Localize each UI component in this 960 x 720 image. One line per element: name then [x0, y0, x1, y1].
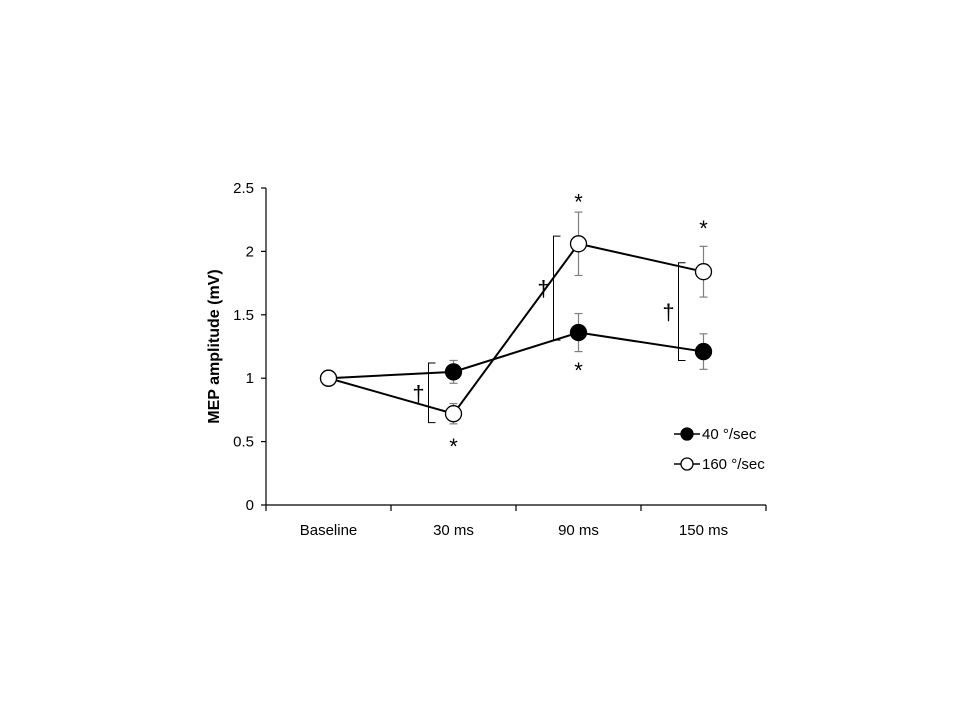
y-tick-label: 1.5 — [233, 307, 254, 324]
annotations: † † † * * * * — [412, 189, 708, 459]
series-line — [328, 331, 704, 380]
series-line — [328, 242, 704, 415]
y-tick-label: 2.5 — [233, 180, 254, 197]
dagger-annotation: † — [412, 381, 424, 406]
y-tick-label: 1 — [246, 370, 254, 387]
axes — [265, 188, 766, 506]
data-point — [694, 342, 713, 361]
asterisk-annotation: * — [699, 216, 708, 241]
y-axis-title: MEP amplitude (mV) — [206, 269, 223, 423]
series-1-markers — [319, 323, 713, 387]
series-group — [319, 211, 713, 425]
data-point — [319, 369, 338, 387]
legend-item: 160 °/sec — [674, 456, 765, 473]
significance-bracket — [553, 235, 561, 341]
dagger-annotation: † — [537, 276, 549, 301]
x-tick-label: 150 ms — [679, 522, 728, 539]
y-tick-label: 2 — [246, 243, 254, 260]
series-2 — [328, 211, 708, 425]
dagger-annotation: † — [662, 300, 674, 325]
x-tick-label: 30 ms — [433, 522, 474, 539]
asterisk-annotation: * — [574, 189, 583, 214]
asterisk-annotation: * — [574, 358, 583, 383]
asterisk-annotation: * — [449, 434, 458, 459]
data-point — [569, 235, 588, 253]
x-tick-label: 90 ms — [558, 522, 599, 539]
significance-bracket — [678, 262, 686, 361]
legend-marker — [680, 457, 694, 471]
x-ticks: Baseline 30 ms 90 ms 150 ms — [265, 505, 767, 539]
data-point — [444, 363, 463, 381]
legend: 40 °/sec 160 °/sec — [674, 426, 765, 473]
x-tick-label: Baseline — [300, 522, 358, 539]
legend-marker — [680, 427, 694, 441]
data-point — [694, 263, 713, 281]
y-tick-label: 0.5 — [233, 434, 254, 451]
significance-bracket — [428, 362, 436, 424]
legend-item: 40 °/sec — [674, 426, 757, 443]
y-ticks: 0 0.5 1 1.5 2 2.5 — [233, 180, 266, 514]
legend-label: 160 °/sec — [702, 456, 765, 473]
legend-label: 40 °/sec — [702, 426, 757, 443]
data-point — [444, 405, 463, 423]
y-tick-label: 0 — [246, 497, 254, 514]
series-2-markers — [319, 235, 713, 423]
series-1 — [328, 312, 708, 384]
data-point — [569, 323, 588, 342]
